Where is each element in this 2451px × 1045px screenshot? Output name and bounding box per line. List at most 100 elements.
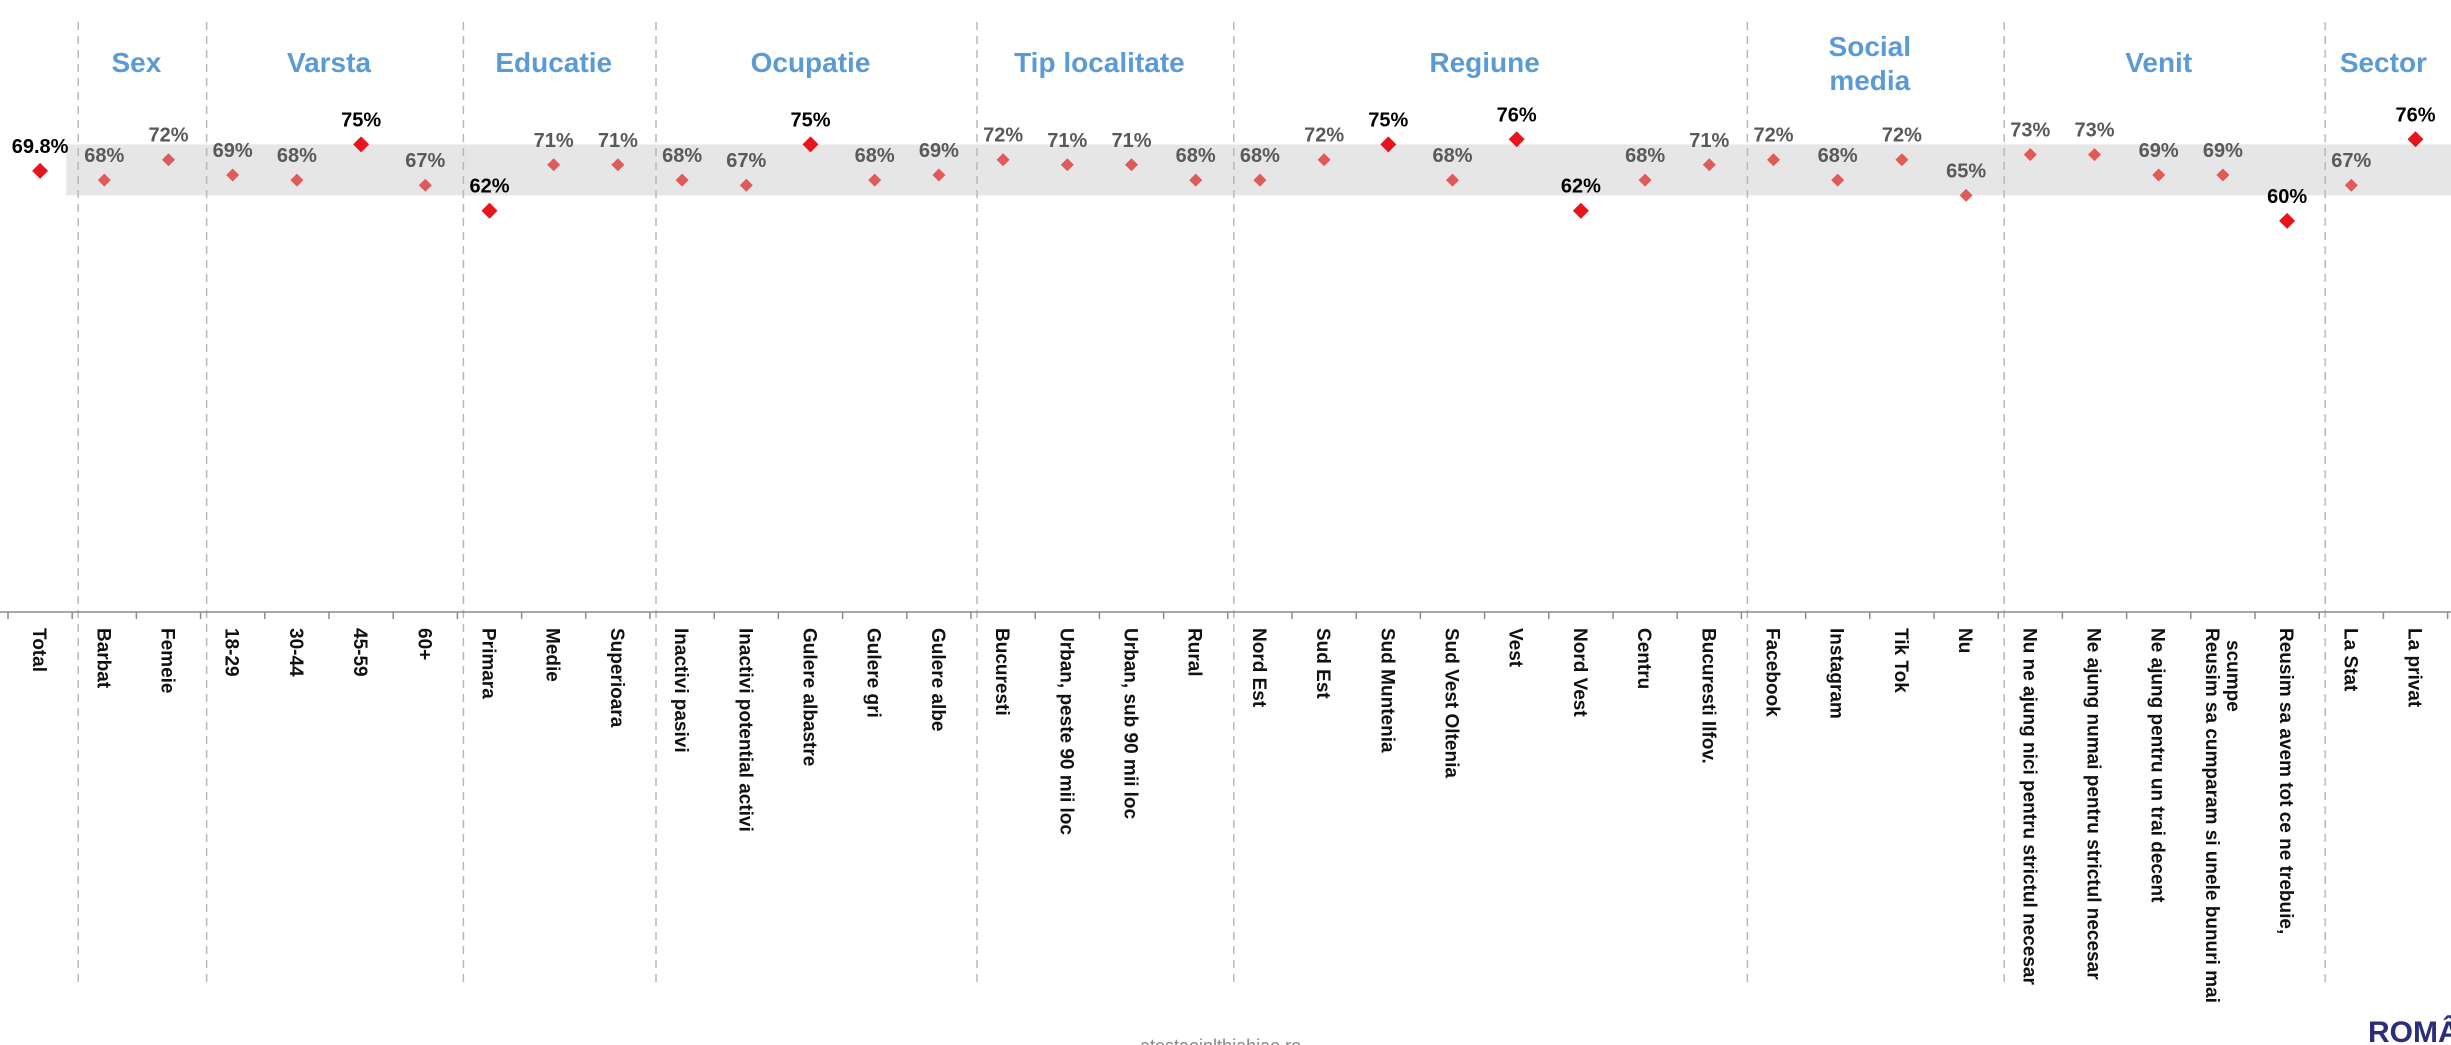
category-label: La privat (2404, 628, 2425, 708)
value-label: 71% (1689, 130, 1729, 152)
data-point (547, 158, 561, 172)
data-point (802, 136, 819, 153)
value-label: 75% (790, 109, 830, 131)
category-label: Urban, sub 90 mii loc (1120, 628, 1141, 820)
data-point (226, 168, 240, 182)
group-label: Sector (2340, 47, 2427, 78)
data-point (2344, 178, 2358, 192)
category-label: Ne ajung pentru un trai decent (2147, 628, 2168, 903)
category-label: Instagram (1826, 628, 1847, 719)
data-point (1508, 131, 1525, 148)
group-label: Educatie (495, 47, 612, 78)
category-label: 45-59 (349, 628, 370, 677)
category-label: Sud Vest Oltenia (1441, 628, 1462, 778)
data-point (97, 173, 111, 187)
group-labels: Sex Varsta Educatie Ocupatie Tip localitate R… (111, 31, 2427, 96)
data-point (932, 168, 946, 182)
category-label: Primara (478, 628, 499, 699)
category-label: Sud Muntenia (1376, 628, 1397, 753)
data-point (996, 153, 1010, 167)
category-label: La Stat (2339, 628, 2360, 692)
value-label: 75% (1368, 109, 1408, 131)
value-label: 68% (84, 145, 124, 167)
category-label: Total (28, 628, 49, 672)
data-point (1959, 188, 1973, 202)
value-label: 71% (1111, 130, 1151, 152)
value-label: 73% (2074, 120, 2114, 142)
value-label: 67% (405, 150, 445, 172)
category-label: Centru (1633, 628, 1654, 689)
group-label: Sex (111, 47, 161, 78)
data-point (32, 162, 49, 179)
value-label: 75% (341, 109, 381, 131)
data-point (1253, 173, 1267, 187)
footer-text: atestaoinlthiahiao.ro (1140, 1036, 1301, 1045)
value-label: 68% (1432, 145, 1472, 167)
value-label: 67% (726, 150, 766, 172)
value-label: 71% (534, 130, 574, 152)
data-point (290, 173, 304, 187)
data-point (1638, 173, 1652, 187)
value-label: 60% (2267, 186, 2307, 208)
value-label: 69% (213, 140, 253, 162)
value-label: 72% (1882, 125, 1922, 147)
data-point (481, 202, 498, 219)
value-label: 69.8% (12, 136, 69, 158)
data-point (162, 153, 175, 167)
category-label: Medie (542, 628, 563, 682)
value-label: 68% (662, 145, 702, 167)
group-label: Social media (1829, 31, 1911, 96)
value-label: 71% (598, 130, 638, 152)
data-point (418, 178, 432, 192)
separator-layer (77, 22, 2326, 985)
category-label: Facebook (1762, 628, 1783, 717)
data-point (1895, 153, 1909, 167)
value-label: 68% (1818, 145, 1858, 167)
category-label: Inactivi pasivi (670, 628, 691, 753)
value-label: 73% (2010, 120, 2050, 142)
category-label: Superioara (606, 628, 627, 728)
data-point (1317, 153, 1331, 167)
category-label: Barbat (92, 628, 113, 689)
x-axis (0, 611, 2451, 619)
data-point (1446, 173, 1459, 187)
value-label: 69% (2203, 140, 2243, 162)
category-label: 60+ (413, 628, 434, 660)
value-label: 72% (1753, 125, 1793, 147)
category-label: Nu ne ajung nici pentru strictul necesar (2018, 628, 2039, 985)
category-label: Vest (1505, 628, 1526, 668)
value-label: 72% (1304, 125, 1344, 147)
data-point (2088, 148, 2101, 162)
category-label: Rural (1184, 628, 1205, 677)
data-point (2152, 168, 2166, 182)
data-point (2407, 131, 2424, 148)
category-label: Bucuresti Ilfov. (1697, 628, 1718, 764)
value-label: 72% (983, 125, 1023, 147)
data-point (868, 173, 882, 187)
category-label: Nord Vest (1569, 628, 1590, 717)
value-label: 65% (1946, 160, 1986, 182)
category-label: Inactivi potential activi (734, 628, 755, 832)
data-point (611, 158, 625, 172)
data-point (2279, 212, 2296, 229)
group-label: Regiune (1429, 47, 1539, 78)
category-label: Ne ajung numai pentru strictul necesar (2083, 628, 2104, 980)
logo-text: ROMÂ (2368, 1015, 2451, 1045)
value-label: 67% (2331, 150, 2371, 172)
value-label: 69% (919, 140, 959, 162)
category-label: 30-44 (285, 628, 306, 677)
category-label: Gulere albastre (799, 628, 820, 766)
value-label: 69% (2139, 140, 2179, 162)
category-label: Gulere albe (927, 628, 948, 732)
value-label: 76% (1497, 104, 1537, 126)
data-point (1702, 158, 1716, 172)
group-label: Ocupatie (751, 47, 871, 78)
category-label: Sud Est (1312, 628, 1333, 699)
value-label: 68% (1240, 145, 1280, 167)
data-point (739, 178, 753, 192)
category-label: Urban, peste 90 mii loc (1055, 628, 1076, 835)
data-point (1189, 173, 1203, 187)
data-point (2216, 168, 2230, 182)
group-label: Varsta (287, 47, 371, 78)
